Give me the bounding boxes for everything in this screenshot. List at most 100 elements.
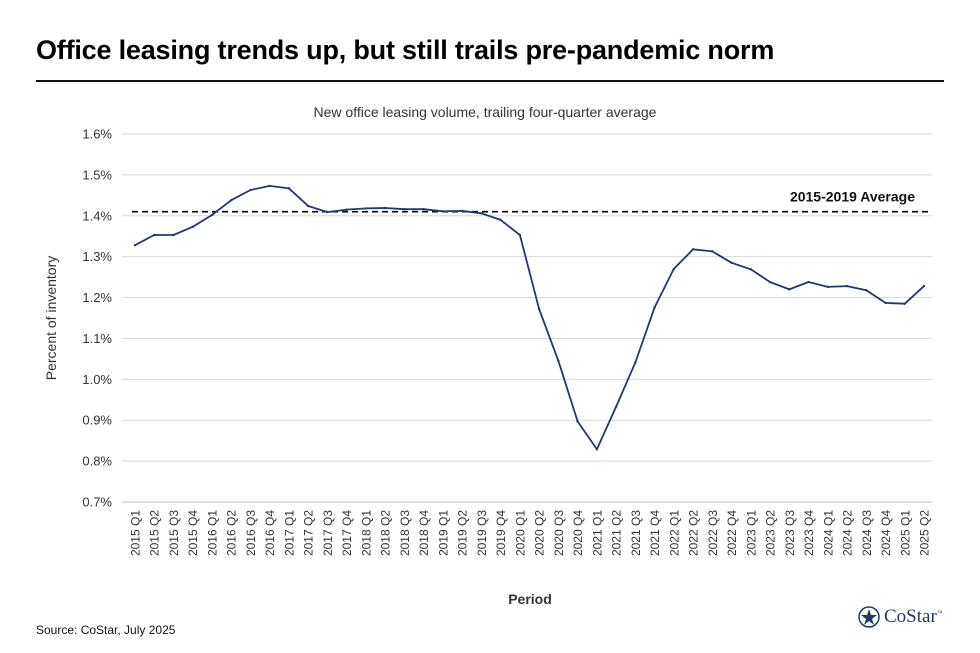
data-point: [441, 210, 445, 213]
y-tick-label: 0.7%: [82, 495, 112, 510]
data-point: [595, 448, 599, 451]
x-tick-label: 2022 Q3: [706, 510, 720, 556]
y-tick-label: 0.8%: [82, 454, 112, 469]
data-point: [480, 212, 483, 215]
chart-headline: Office leasing trends up, but still trai…: [36, 35, 775, 65]
x-tick-label: 2015 Q2: [148, 510, 162, 556]
data-point: [576, 420, 579, 423]
data-point: [518, 233, 522, 237]
data-point: [345, 208, 348, 211]
data-point: [749, 268, 753, 271]
x-tick-label: 2023 Q1: [744, 510, 758, 556]
data-point: [210, 213, 214, 217]
data-point: [287, 187, 291, 190]
x-tick-label: 2023 Q3: [783, 510, 797, 556]
x-tick-label: 2023 Q2: [764, 510, 778, 556]
x-tick-label: 2016 Q4: [263, 510, 277, 556]
data-point: [306, 204, 310, 208]
x-tick-label: 2019 Q3: [475, 510, 489, 556]
y-tick-label: 1.6%: [82, 127, 112, 142]
data-point: [903, 302, 906, 305]
x-tick-label: 2015 Q4: [186, 510, 200, 556]
series-line: [134, 184, 925, 451]
x-tick-label: 2017 Q3: [321, 510, 335, 556]
data-point: [788, 288, 791, 291]
x-tick-label: 2018 Q4: [417, 510, 431, 556]
data-point: [268, 184, 271, 188]
x-tick-label: 2024 Q3: [860, 510, 874, 556]
x-tick-label: 2021 Q3: [629, 510, 643, 556]
x-tick-label: 2018 Q3: [398, 510, 412, 556]
y-axis-label: Percent of inventory: [43, 256, 59, 381]
x-tick-label: 2019 Q4: [494, 510, 508, 556]
x-tick-label: 2020 Q1: [513, 510, 527, 556]
x-tick-label: 2017 Q1: [282, 510, 296, 556]
x-tick-label: 2015 Q1: [129, 510, 143, 556]
y-tick-label: 0.9%: [82, 413, 112, 428]
data-point: [711, 250, 714, 253]
data-point: [557, 359, 560, 363]
x-tick-label: 2021 Q4: [648, 510, 662, 556]
x-tick-label: 2025 Q1: [898, 510, 912, 556]
x-tick-label: 2022 Q1: [667, 510, 681, 556]
x-tick-label: 2022 Q2: [687, 510, 701, 556]
x-tick-label: 2019 Q1: [436, 510, 450, 556]
x-tick-label: 2024 Q4: [879, 510, 893, 556]
reference-line-label: 2015-2019 Average: [790, 189, 915, 205]
y-tick-label: 1.3%: [82, 249, 112, 264]
y-tick-label: 1.5%: [82, 167, 112, 182]
data-point: [537, 307, 541, 311]
data-point: [826, 285, 829, 289]
x-tick-label: 2017 Q4: [340, 510, 354, 556]
data-point: [460, 209, 464, 213]
data-point: [865, 288, 868, 292]
data-point: [768, 280, 772, 284]
data-point: [614, 405, 618, 408]
data-point: [153, 233, 156, 237]
data-point: [845, 284, 849, 288]
data-point: [422, 208, 425, 211]
gridlines: [122, 133, 932, 503]
data-point: [230, 199, 233, 202]
x-tick-label: 2016 Q3: [244, 510, 258, 556]
x-tick-label: 2015 Q3: [167, 510, 181, 556]
data-point: [884, 301, 887, 305]
headline-divider: [36, 80, 944, 82]
series-group: [133, 184, 926, 451]
y-tick-labels: 0.7% 0.8% 0.9% 1.0% 1.1% 1.2% 1.3% 1.4% 1.5% 1.6%: [82, 127, 112, 510]
x-tick-label: 2024 Q2: [841, 510, 855, 556]
data-point: [922, 284, 926, 288]
x-tick-label: 2017 Q2: [302, 510, 316, 556]
data-point: [634, 361, 637, 364]
y-tick-label: 1.0%: [82, 372, 112, 387]
data-point: [191, 225, 194, 229]
x-tick-label: 2016 Q1: [205, 510, 219, 556]
costar-star-icon: [858, 606, 880, 628]
x-tick-label: 2016 Q2: [225, 510, 239, 556]
data-point: [403, 208, 406, 211]
x-tick-label: 2024 Q1: [821, 510, 835, 556]
data-point: [691, 248, 695, 251]
chart-title: New office leasing volume, trailing four…: [314, 104, 657, 120]
x-tick-label: 2025 Q2: [918, 510, 932, 556]
costar-logo-text: CoStar™: [884, 606, 943, 627]
x-tick-label: 2019 Q2: [456, 510, 470, 556]
y-tick-label: 1.4%: [82, 208, 112, 223]
x-tick-label: 2021 Q1: [590, 510, 604, 556]
x-tick-label: 2023 Q4: [802, 510, 816, 556]
data-point: [133, 244, 137, 247]
data-point: [653, 306, 656, 309]
reference-line-group: 2015-2019 Average: [132, 189, 928, 213]
x-tick-label: 2020 Q4: [571, 510, 585, 556]
data-point: [807, 280, 810, 284]
y-tick-label: 1.2%: [82, 290, 112, 305]
x-axis-label: Period: [508, 591, 552, 607]
x-tick-label: 2020 Q3: [552, 510, 566, 556]
data-point: [249, 188, 252, 192]
data-point: [499, 218, 502, 222]
source-note: Source: CoStar, July 2025: [36, 623, 176, 637]
y-tick-label: 1.1%: [82, 331, 112, 346]
x-tick-label: 2020 Q2: [533, 510, 547, 556]
data-point: [383, 206, 387, 210]
